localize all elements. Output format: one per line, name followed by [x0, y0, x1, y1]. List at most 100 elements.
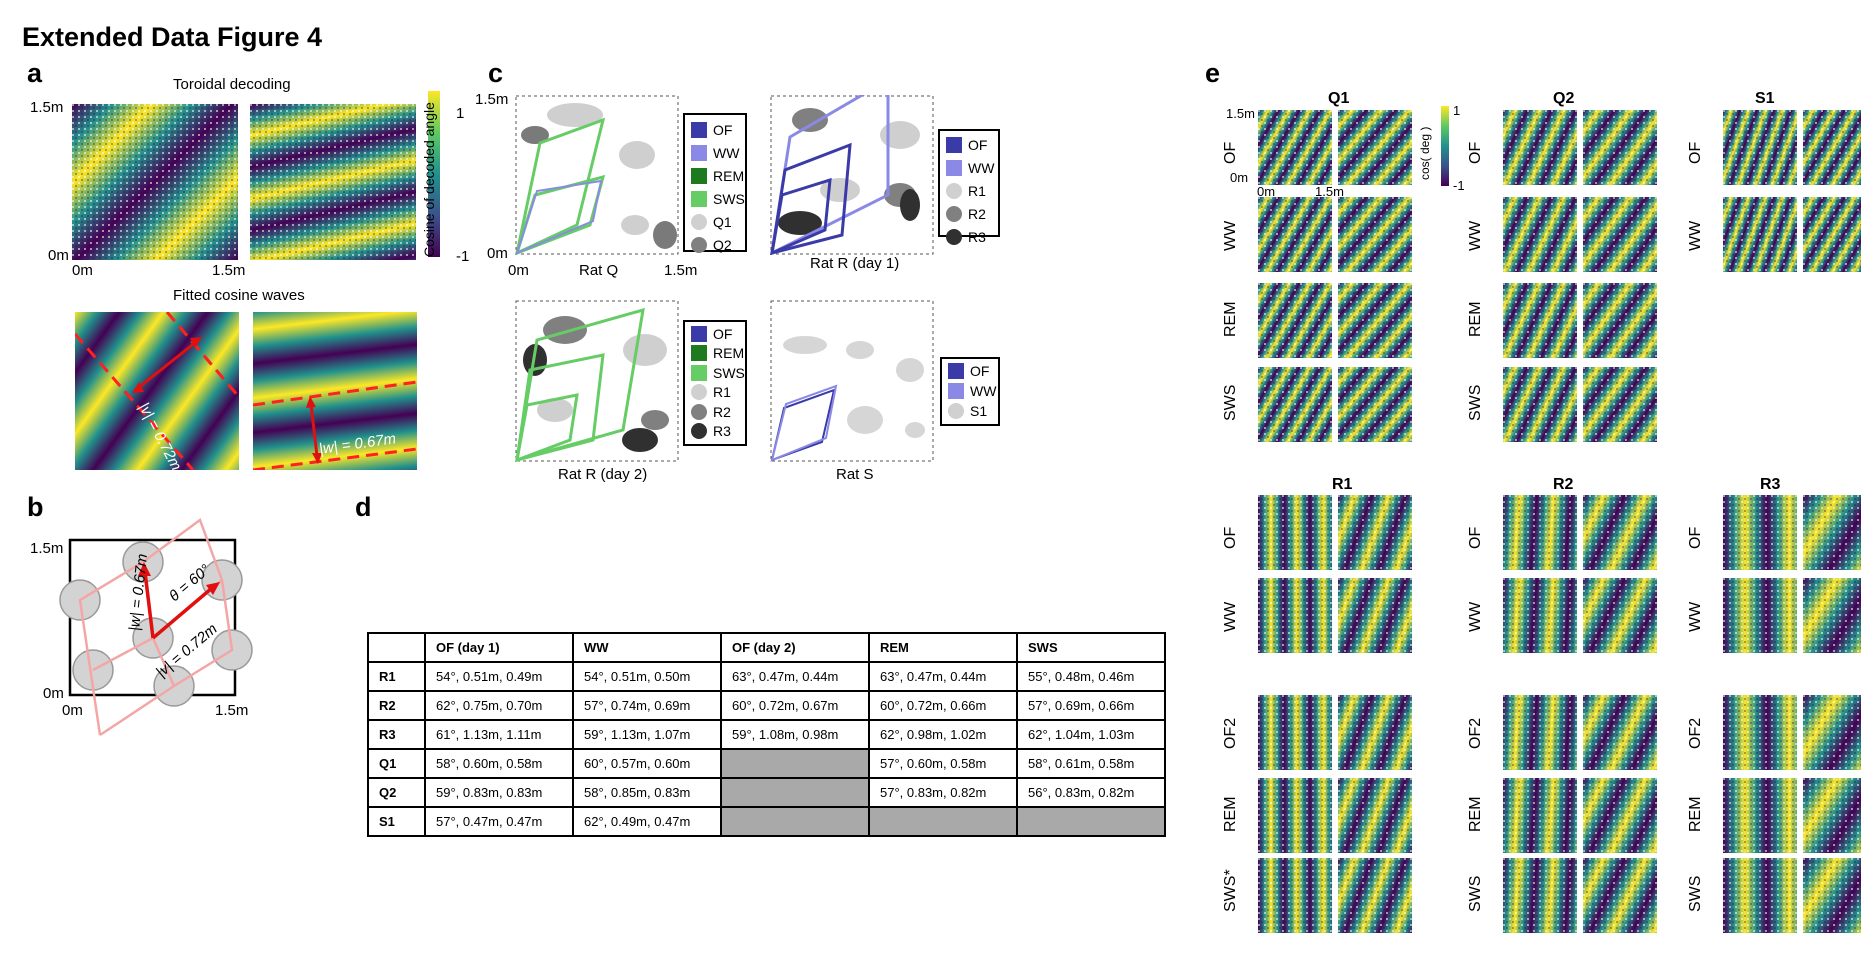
panel-e-heatmap-tile [1503, 110, 1577, 185]
panel-e-row-label: SWS [1687, 875, 1704, 912]
panel-e-row-label: OF2 [1222, 717, 1239, 749]
panel-e-group-title: R2 [1553, 476, 1574, 493]
rat-r-day1-legend: OF WW R1 R2 R3 [938, 129, 1000, 245]
panel-e-heatmap-tile [1503, 197, 1577, 272]
panel-d-label: d [355, 492, 372, 522]
panel-e-row-label: SWS [1467, 384, 1484, 421]
panel-e-heatmap-tile [1338, 778, 1412, 853]
panel-b-xright: 1.5m [215, 702, 249, 719]
table-row: S1 57°, 0.47m, 0.47m 62°, 0.49m, 0.47m [367, 806, 1166, 837]
rat-r-day2-plot [515, 300, 679, 462]
panel-e-row-label: OF [1222, 141, 1239, 164]
rat-r-day2-legend: OF REM SWS R1 R2 R3 [683, 320, 747, 446]
rat-r-day1-plot [770, 95, 934, 255]
panel-b-label: b [27, 492, 44, 522]
panel-e-row-label: WW [1222, 220, 1239, 251]
panel-e-heatmap-tile [1803, 695, 1861, 770]
panel-e-heatmap-tile [1338, 283, 1412, 358]
panel-e-cb-label: cos( deg ) [1418, 126, 1432, 180]
panel-e-ybottom: 0m [1230, 170, 1249, 185]
toroidal-heatmap-2 [250, 104, 416, 260]
panel-e-heatmap-tile [1338, 367, 1412, 442]
panel-c-ytop: 1.5m [475, 91, 509, 108]
rat-s-plot [770, 300, 934, 462]
panel-e-heatmap-tile [1258, 110, 1332, 185]
panel-e-row-label: REM [1222, 796, 1239, 832]
panel-e-heatmap-tile [1258, 578, 1332, 653]
panel-e-row-label: OF2 [1687, 717, 1704, 749]
panel-c-xleft: 0m [508, 262, 529, 279]
rat-q-legend: OF WW REM SWS Q1 Q2 [683, 113, 747, 253]
panel-e-colorbar [1441, 106, 1449, 186]
panel-e-heatmap-tile [1338, 695, 1412, 770]
panel-e-heatmap-tile [1258, 695, 1332, 770]
panel-e-heatmap-tile [1338, 578, 1412, 653]
panel-c-label: c [488, 58, 504, 88]
panel-e-heatmap-tile [1583, 197, 1657, 272]
panel-e-heatmap-tile [1803, 197, 1861, 272]
panel-a-xright: 1.5m [212, 262, 246, 279]
panel-e-heatmap-tile [1503, 778, 1577, 853]
panel-b-ybottom: 0m [43, 685, 64, 702]
panel-e-ytop: 1.5m [1226, 106, 1255, 121]
panel-e-heatmap-tile [1723, 110, 1797, 185]
panel-e-heatmap-tile [1723, 197, 1797, 272]
panel-e-group-title: Q2 [1553, 90, 1575, 107]
panel-e-heatmap-tile [1258, 778, 1332, 853]
panel-e-heatmap-tile [1258, 283, 1332, 358]
table-row: Q2 59°, 0.83m, 0.83m 58°, 0.85m, 0.83m 57°… [367, 777, 1166, 808]
panel-e-row-label: OF [1687, 526, 1704, 549]
figure-title: Extended Data Figure 4 [22, 22, 323, 52]
panel-e-group-title: R1 [1332, 476, 1353, 493]
panel-e-row-label: OF2 [1467, 717, 1484, 749]
rat-s-title: Rat S [836, 466, 874, 483]
panel-e-heatmap-tile [1503, 495, 1577, 570]
panel-e-heatmap-tile [1803, 110, 1861, 185]
panel-a-top-title: Toroidal decoding [173, 76, 291, 93]
panel-a-ybottom: 0m [48, 247, 69, 264]
panel-e-heatmap-tile [1583, 110, 1657, 185]
panel-e-row-label: OF [1467, 141, 1484, 164]
panel-a-colorbar [428, 91, 440, 257]
panel-a-ytop: 1.5m [30, 99, 64, 116]
rat-r-day2-title: Rat R (day 2) [558, 466, 648, 483]
panel-e-row-label: WW [1687, 601, 1704, 632]
panel-e-heatmap-tile [1503, 858, 1577, 933]
panel-e-cb-min: -1 [1453, 178, 1465, 193]
panel-e-heatmap-tile [1723, 578, 1797, 653]
panel-c-ybottom: 0m [487, 245, 508, 262]
panel-e-heatmap-tile [1338, 110, 1412, 185]
fitted-wave-2 [253, 312, 417, 470]
panel-e-heatmap-tile [1503, 367, 1577, 442]
panel-e-group-title: S1 [1755, 90, 1775, 107]
toroidal-heatmap-1 [72, 104, 238, 260]
panel-e-heatmap-tile [1583, 367, 1657, 442]
panel-e-row-label: REM [1467, 796, 1484, 832]
panel-e-row-label: REM [1222, 301, 1239, 337]
fitted-wave-1 [75, 312, 239, 470]
panel-e-heatmap-tile [1258, 197, 1332, 272]
panel-e-heatmap-tile [1503, 578, 1577, 653]
panel-e-row-label: WW [1222, 601, 1239, 632]
table-row: R2 62°, 0.75m, 0.70m 57°, 0.74m, 0.69m 60°… [367, 690, 1166, 721]
panel-e-heatmap-tile [1258, 495, 1332, 570]
panel-e-row-label: WW [1467, 220, 1484, 251]
table-header-row: OF (day 1) WW OF (day 2) REM SWS [367, 632, 1166, 663]
panel-e-row-label: SWS* [1222, 869, 1239, 912]
panel-e-row-label: REM [1467, 301, 1484, 337]
panel-e-row-label: SWS [1467, 875, 1484, 912]
panel-a-cb-max: 1 [456, 105, 465, 122]
panel-e-heatmap-tile [1503, 695, 1577, 770]
panel-e-row-label: REM [1687, 796, 1704, 832]
table-row: Q1 58°, 0.60m, 0.58m 60°, 0.57m, 0.60m 57°… [367, 748, 1166, 779]
panel-e-cb-max: 1 [1453, 103, 1461, 118]
panel-e-xright: 1.5m [1315, 184, 1344, 199]
panel-e-heatmap-tile [1723, 495, 1797, 570]
panel-a-label: a [27, 58, 43, 88]
panel-e-row-label: WW [1467, 601, 1484, 632]
panel-e-heatmap-tile [1583, 495, 1657, 570]
panel-e-heatmap-tile [1503, 283, 1577, 358]
panel-a-cb-min: -1 [456, 248, 470, 265]
panel-e-heatmap-tile [1583, 578, 1657, 653]
table-row: R1 54°, 0.51m, 0.49m 54°, 0.51m, 0.50m 63°… [367, 661, 1166, 692]
